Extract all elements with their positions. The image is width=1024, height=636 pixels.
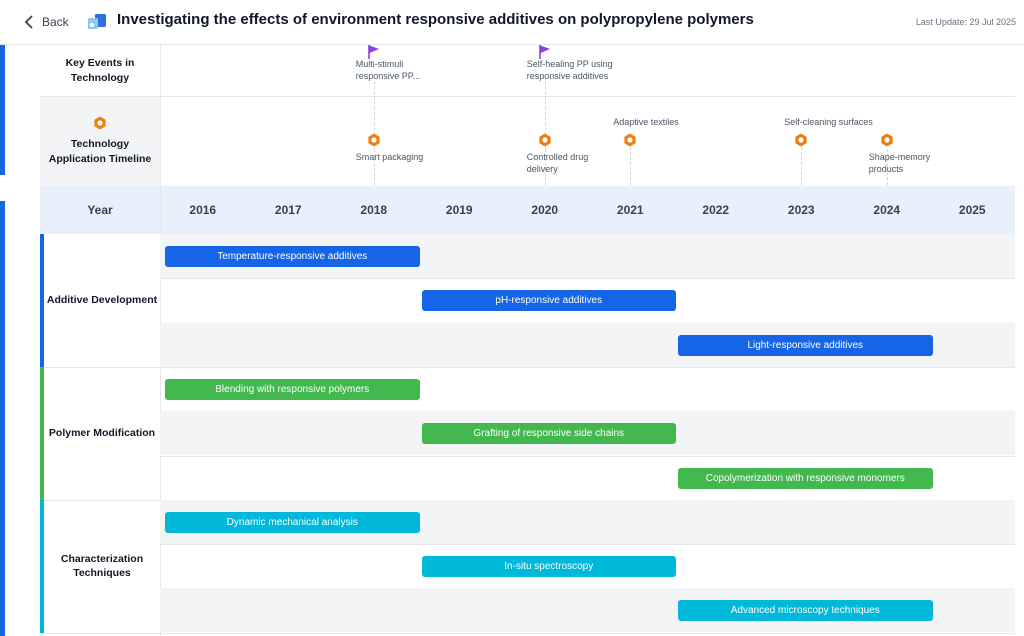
- year-row-label: Year: [40, 186, 160, 234]
- year-2025: 2025: [930, 186, 1016, 234]
- group-label: Characterization Techniques: [44, 500, 160, 633]
- roadmap-grid: Key Events in Technology Technology Appl…: [40, 45, 1015, 636]
- group-label: Additive Development: [44, 234, 160, 367]
- last-update: Last Update: 29 Jul 2025: [916, 17, 1016, 27]
- application-label: Shape-memory products: [869, 152, 941, 175]
- application-label: Controlled drug delivery: [527, 152, 599, 175]
- timeline-bar[interactable]: Grafting of responsive side chains: [422, 423, 677, 444]
- group-label: Polymer Modification: [44, 367, 160, 500]
- timeline-bar[interactable]: Dynamic mechanical analysis: [165, 512, 420, 533]
- timeline-bar[interactable]: Copolymerization with responsive monomer…: [678, 468, 933, 489]
- timeline-bar[interactable]: Light-responsive additives: [678, 335, 933, 356]
- back-button[interactable]: Back: [24, 12, 69, 32]
- timeline-bar[interactable]: Blending with responsive polymers: [165, 379, 420, 400]
- year-2017: 2017: [246, 186, 332, 234]
- flag-icon: [368, 45, 380, 59]
- hexagon-icon: [367, 133, 381, 147]
- key-events-row-label: Key Events in Technology: [40, 45, 160, 96]
- year-2021: 2021: [588, 186, 674, 234]
- chevron-left-icon: [24, 15, 34, 29]
- page-header: Back Investigating the effects of enviro…: [0, 0, 1024, 45]
- timeline-bar[interactable]: Advanced microscopy techniques: [678, 600, 933, 621]
- hexagon-icon: [794, 133, 808, 147]
- hexagon-icon: [93, 116, 107, 130]
- hexagon-icon: [538, 133, 552, 147]
- year-2019: 2019: [417, 186, 503, 234]
- year-2018: 2018: [331, 186, 417, 234]
- left-edge-notch: [0, 175, 5, 201]
- application-label: Smart packaging: [356, 152, 466, 164]
- hexagon-icon: [623, 133, 637, 147]
- back-label: Back: [42, 15, 69, 29]
- timeline-bar[interactable]: pH-responsive additives: [422, 290, 677, 311]
- timeline-bar[interactable]: In-situ spectroscopy: [422, 556, 677, 577]
- lane-divider: [160, 633, 1015, 634]
- application-guide-line: [630, 147, 631, 185]
- year-2022: 2022: [673, 186, 759, 234]
- application-guide-line: [801, 147, 802, 185]
- divider: [40, 96, 1015, 97]
- application-label: Self-cleaning surfaces: [784, 117, 904, 129]
- timeline-bar[interactable]: Temperature-responsive additives: [165, 246, 420, 267]
- flag-icon: [539, 45, 551, 59]
- year-2020: 2020: [502, 186, 588, 234]
- year-2023: 2023: [759, 186, 845, 234]
- page-title: Investigating the effects of environment…: [117, 11, 754, 28]
- year-2024: 2024: [844, 186, 930, 234]
- year-header-row: Year 20162017201820192020202120222023202…: [40, 186, 1015, 234]
- key-event-label: Self-healing PP using responsive additiv…: [527, 59, 619, 82]
- left-edge-strip: [0, 45, 5, 636]
- application-row-label: Technology Application Timeline: [40, 97, 160, 186]
- project-icon: [86, 12, 108, 32]
- application-label: Adaptive textiles: [613, 117, 733, 129]
- hexagon-icon: [880, 133, 894, 147]
- year-2016: 2016: [160, 186, 246, 234]
- key-event-label: Multi-stimuli responsive PP...: [356, 59, 428, 82]
